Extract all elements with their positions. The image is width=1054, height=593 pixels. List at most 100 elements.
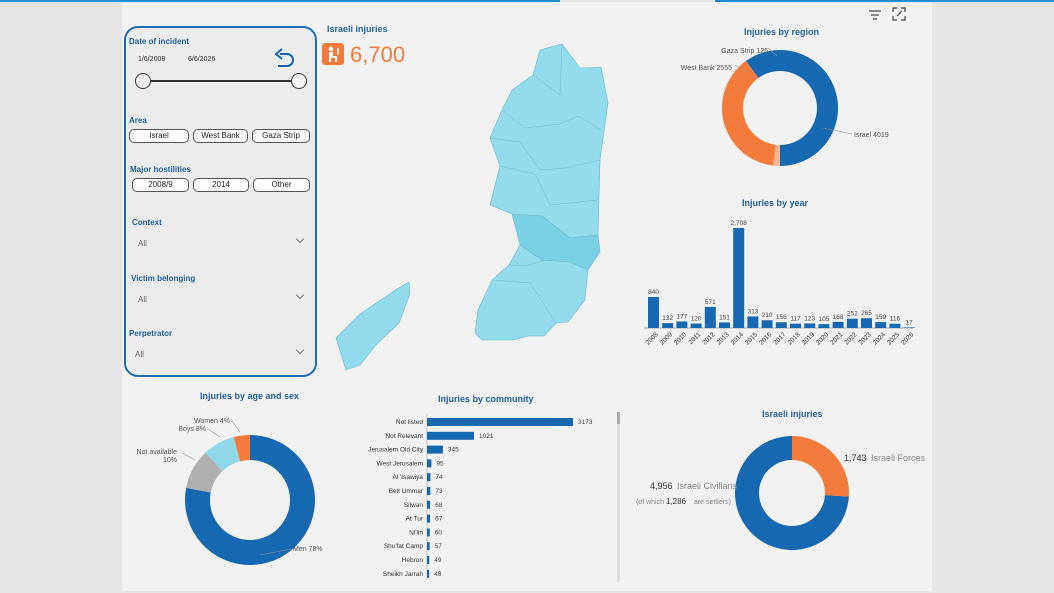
area-option-israel[interactable]: Israel <box>129 129 189 143</box>
region-donut-chart[interactable]: Israel 4019 West Bank 2555 Gaza Strip 126 <box>640 38 930 188</box>
kpi-value: 6,700 <box>350 42 406 67</box>
context-dropdown-value[interactable]: All <box>138 239 147 248</box>
slice-women-4 <box>233 435 250 462</box>
region-chart-title: Injuries by region <box>744 27 820 37</box>
map-region-gaza <box>335 281 411 371</box>
data-label-west-jerusalem: 95 <box>436 460 444 467</box>
data-label-jerusalem-old-city: 345 <box>448 447 459 454</box>
perpetrator-dropdown-value[interactable]: All <box>135 350 144 359</box>
bar-jerusalem-old-city <box>427 445 443 454</box>
israeli-injuries-donut-chart[interactable] <box>728 432 858 557</box>
reset-icon[interactable] <box>272 48 296 68</box>
date-start-value[interactable]: 1/6/2008 <box>138 56 166 63</box>
data-label-2011: 120 <box>691 316 702 323</box>
data-label-silwan: 68 <box>435 502 443 509</box>
leader-line <box>734 64 748 73</box>
tick-label-2022: 2022 <box>843 331 858 346</box>
data-label-at-tur: 67 <box>435 516 443 523</box>
date-slider-track[interactable] <box>143 80 300 82</box>
data-label-2014: 2,708 <box>731 220 748 227</box>
year-bar-chart[interactable]: 840 2008 132 2009 177 2010 120 2011 571 2012 151 20… <box>630 210 920 370</box>
map-region-south <box>474 244 589 341</box>
bar-beit-ummar <box>427 487 431 495</box>
data-label-sheikh-jarrah: 48 <box>434 571 442 578</box>
tick-label-2016: 2016 <box>758 331 773 346</box>
bar-2011 <box>690 323 702 328</box>
community-bar-chart[interactable]: Not listed 3173 Not Relevant 1021 Jerusalem … <box>340 410 620 585</box>
area-option-gaza-strip[interactable]: Gaza Strip <box>252 129 310 143</box>
bar-not-relevant <box>427 431 474 440</box>
bar-2020 <box>818 324 830 328</box>
victim-dropdown-value[interactable]: All <box>138 295 147 304</box>
category-label-ni-lin: Ni'lin <box>409 529 423 536</box>
slice-label-not-available-10: Not available <box>137 449 178 456</box>
leader-line <box>767 47 778 57</box>
data-label-al-isawiya: 74 <box>435 474 443 481</box>
tick-label-2025: 2025 <box>886 331 901 346</box>
slice-label-gaza-strip-126: Gaza Strip 126 <box>721 48 768 55</box>
data-label-2020: 105 <box>818 316 829 323</box>
filter-icon[interactable] <box>868 8 882 22</box>
date-slider-end-handle[interactable] <box>291 73 307 89</box>
slice-gaza-strip-126 <box>773 144 780 166</box>
bar-2010 <box>676 321 688 328</box>
slice-label-west-bank-2555: West Bank 2555 <box>681 65 732 72</box>
community-chart-title: Injuries by community <box>438 394 534 404</box>
scrollbar-track[interactable] <box>617 412 620 582</box>
data-label-2009: 132 <box>662 315 673 322</box>
bar-2024 <box>875 322 887 328</box>
data-label-hebron: 49 <box>434 557 442 564</box>
slice-label-women-4: Women 4% <box>194 418 230 425</box>
perpetrator-filter-label: Perpetrator <box>129 329 173 338</box>
forces-value: 1,743 <box>844 453 867 463</box>
area-option-west-bank[interactable]: West Bank <box>193 129 248 143</box>
slice-boys-8 <box>205 437 241 471</box>
slice-west-bank-2555 <box>722 61 776 166</box>
bar-2012 <box>704 306 716 328</box>
map-west-bank-gaza[interactable] <box>330 40 620 380</box>
area-filter-label: Area <box>129 116 147 125</box>
kpi-title: Israeli injuries <box>327 24 388 34</box>
date-slider-start-handle[interactable] <box>135 73 151 89</box>
settlers-label: (of which 1,286 are settlers) <box>636 497 731 506</box>
bar-2008 <box>648 296 659 328</box>
data-label-2026: 17 <box>905 319 913 326</box>
hostilities-option-2014[interactable]: 2014 <box>193 178 249 192</box>
tick-label-2024: 2024 <box>872 331 887 346</box>
bar-2009 <box>662 323 674 328</box>
data-label-shu-fat-camp: 57 <box>435 543 443 550</box>
slice-israel-4019 <box>745 50 838 166</box>
slice-israeli-civilians <box>735 436 849 550</box>
leader-line <box>231 420 241 433</box>
slice-not-available-10 <box>186 452 223 493</box>
category-label-hebron: Hebron <box>402 557 424 564</box>
bar-2025 <box>889 323 901 328</box>
tick-label-2011: 2011 <box>688 331 703 346</box>
slice-israeli-forces <box>792 436 849 497</box>
bar-sheikh-jarrah <box>427 569 430 578</box>
scrollbar-thumb[interactable] <box>617 412 620 424</box>
bar-hebron <box>427 556 430 564</box>
leader-line <box>259 548 292 556</box>
data-label-2025: 116 <box>890 316 901 323</box>
data-label-2019: 123 <box>804 315 815 322</box>
hostilities-option-2008-9[interactable]: 2008/9 <box>132 178 189 192</box>
category-label-silwan: Silwan <box>404 502 424 509</box>
hostilities-option-other[interactable]: Other <box>253 178 310 192</box>
bar-al-isawiya <box>427 473 431 482</box>
data-label-2013: 151 <box>719 314 730 321</box>
date-end-value[interactable]: 6/6/2026 <box>188 56 216 63</box>
slice-label-israel-4019: Israel 4019 <box>854 132 889 139</box>
context-filter-label: Context <box>132 218 162 227</box>
bar-2022 <box>846 318 858 328</box>
bar-ni-lin <box>427 528 430 537</box>
focus-mode-icon[interactable] <box>892 7 906 21</box>
category-label-jerusalem-old-city: Jerusalem Old City <box>368 447 424 454</box>
category-label-beit-ummar: Beit Ummar <box>389 488 424 495</box>
data-label-2008: 840 <box>648 289 659 296</box>
tick-label-2021: 2021 <box>829 331 844 346</box>
tick-label-2008: 2008 <box>645 331 660 346</box>
bar-2021 <box>832 321 844 328</box>
tick-label-2013: 2013 <box>716 331 731 346</box>
